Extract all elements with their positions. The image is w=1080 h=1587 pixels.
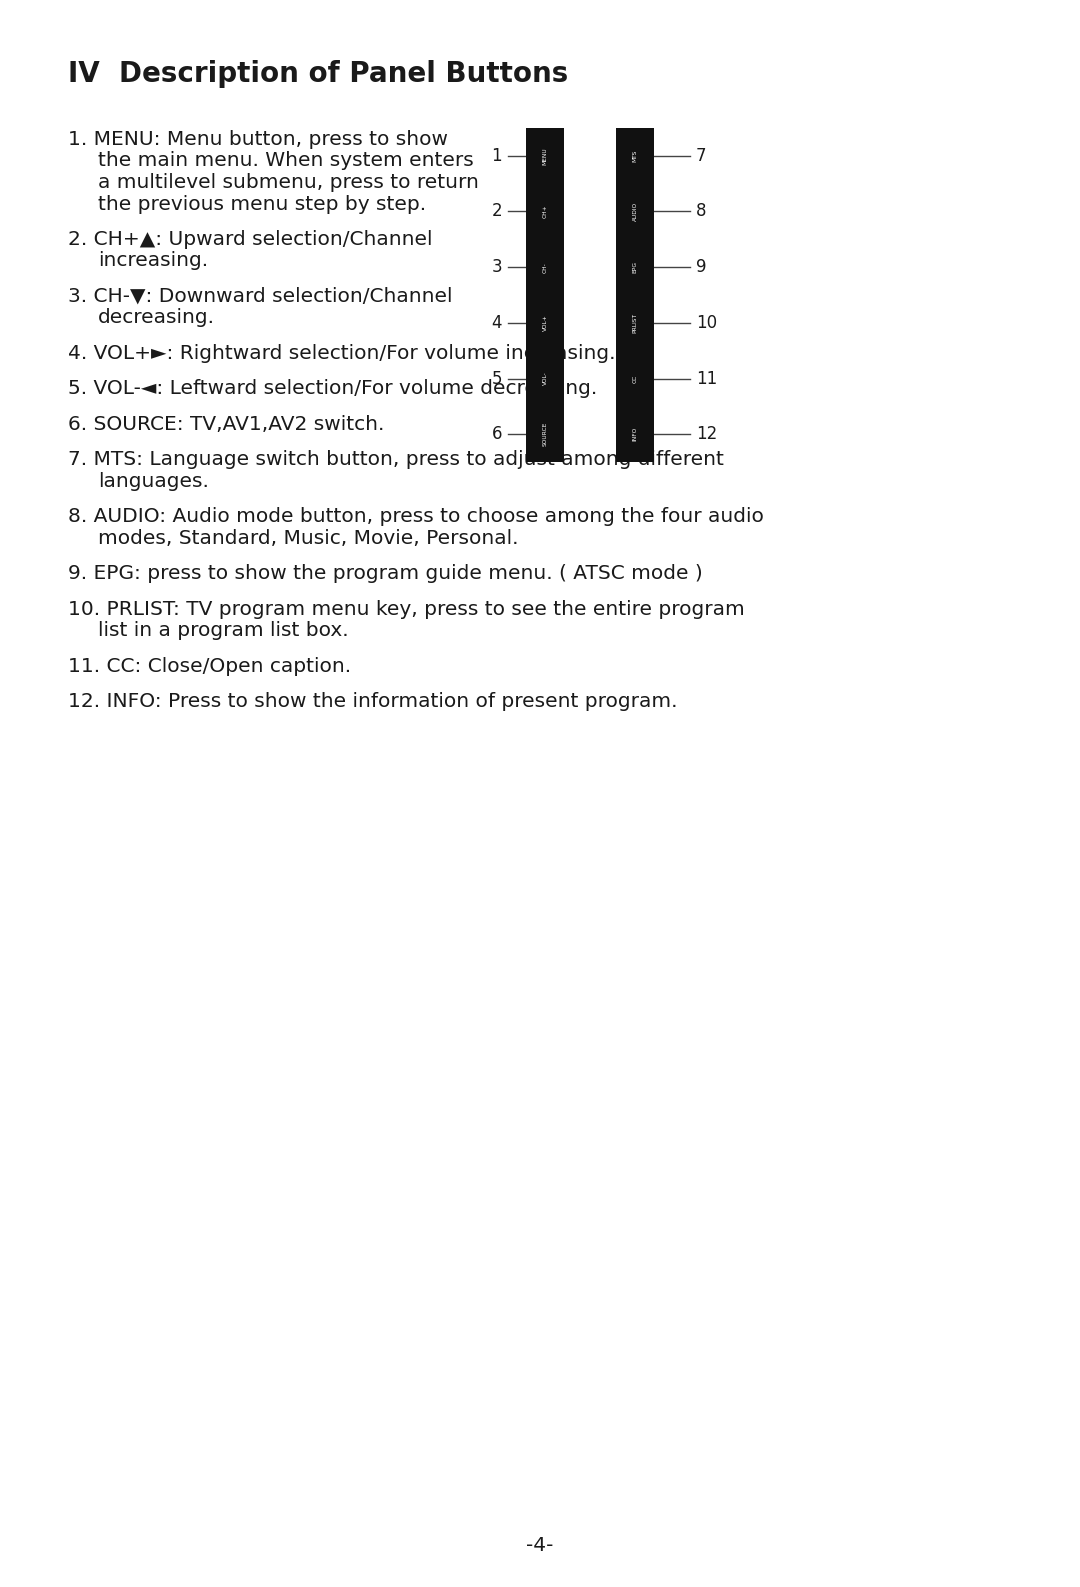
Text: SOURCE: SOURCE <box>542 422 548 446</box>
Text: 9: 9 <box>696 259 706 276</box>
Text: 4: 4 <box>491 314 502 332</box>
Text: -4-: -4- <box>526 1536 554 1555</box>
Text: INFO: INFO <box>633 427 637 441</box>
Text: 1. MENU: Menu button, press to show: 1. MENU: Menu button, press to show <box>68 130 448 149</box>
Text: AUDIO: AUDIO <box>633 202 637 221</box>
Text: VOL+: VOL+ <box>542 314 548 332</box>
Text: 12. INFO: Press to show the information of present program.: 12. INFO: Press to show the information … <box>68 692 677 711</box>
Text: EPG: EPG <box>633 262 637 273</box>
Text: a multilevel submenu, press to return: a multilevel submenu, press to return <box>98 173 478 192</box>
Text: 10: 10 <box>696 314 717 332</box>
Text: 3: 3 <box>491 259 502 276</box>
Text: increasing.: increasing. <box>98 251 208 270</box>
Text: 7: 7 <box>696 148 706 165</box>
Text: 11. CC: Close/Open caption.: 11. CC: Close/Open caption. <box>68 657 351 676</box>
Text: the main menu. When system enters: the main menu. When system enters <box>98 151 474 170</box>
Text: 2: 2 <box>491 203 502 221</box>
Text: MENU: MENU <box>542 148 548 165</box>
Text: 10. PRLIST: TV program menu key, press to see the entire program: 10. PRLIST: TV program menu key, press t… <box>68 600 745 619</box>
Text: PRLIST: PRLIST <box>633 313 637 333</box>
Text: 5: 5 <box>491 370 502 387</box>
Text: modes, Standard, Music, Movie, Personal.: modes, Standard, Music, Movie, Personal. <box>98 528 518 548</box>
Text: 8: 8 <box>696 203 706 221</box>
Text: CH+: CH+ <box>542 205 548 219</box>
Text: 6. SOURCE: TV,AV1,AV2 switch.: 6. SOURCE: TV,AV1,AV2 switch. <box>68 414 384 433</box>
Text: 12: 12 <box>696 425 717 443</box>
Text: the previous menu step by step.: the previous menu step by step. <box>98 195 427 214</box>
Text: 7. MTS: Language switch button, press to adjust among different: 7. MTS: Language switch button, press to… <box>68 451 724 470</box>
Text: 11: 11 <box>696 370 717 387</box>
Text: IV  Description of Panel Buttons: IV Description of Panel Buttons <box>68 60 568 87</box>
Text: decreasing.: decreasing. <box>98 308 215 327</box>
Text: CC: CC <box>633 375 637 382</box>
Text: 4. VOL+►: Rightward selection/For volume increasing.: 4. VOL+►: Rightward selection/For volume… <box>68 344 616 363</box>
Text: 3. CH-▼: Downward selection/Channel: 3. CH-▼: Downward selection/Channel <box>68 287 453 306</box>
Text: 5. VOL-◄: Leftward selection/For volume decreasing.: 5. VOL-◄: Leftward selection/For volume … <box>68 379 597 398</box>
Bar <box>526 129 564 462</box>
Text: MTS: MTS <box>633 149 637 162</box>
Text: 9. EPG: press to show the program guide menu. ( ATSC mode ): 9. EPG: press to show the program guide … <box>68 565 703 584</box>
Text: CH-: CH- <box>542 262 548 273</box>
Text: list in a program list box.: list in a program list box. <box>98 622 349 641</box>
Text: VOL-: VOL- <box>542 371 548 386</box>
Bar <box>616 129 654 462</box>
Text: 8. AUDIO: Audio mode button, press to choose among the four audio: 8. AUDIO: Audio mode button, press to ch… <box>68 508 764 527</box>
Text: 1: 1 <box>491 148 502 165</box>
Text: languages.: languages. <box>98 471 208 490</box>
Text: 6: 6 <box>491 425 502 443</box>
Text: 2. CH+▲: Upward selection/Channel: 2. CH+▲: Upward selection/Channel <box>68 230 432 249</box>
